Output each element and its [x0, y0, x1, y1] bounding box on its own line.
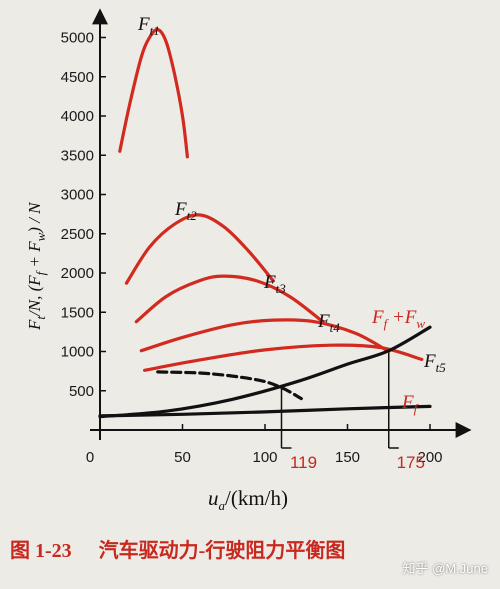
chart-plot: 500100015002000250030003500400045005000 … [25, 8, 472, 513]
label-ff: Ff [401, 392, 420, 416]
y-tick-group: 500 1000 1500 2000 2500 3000 3500 4000 4500 5000 [61, 30, 106, 400]
label-ff-fw: Ff +Fw [371, 307, 425, 331]
marked-speed-labels: 119 175 [290, 453, 425, 472]
caption-title: 汽车驱动力-行驶阻力平衡图 [98, 540, 346, 562]
x-axis-title: ua/(km/h) [208, 486, 288, 513]
label-ft1: Ft1 [137, 14, 160, 38]
label-ft5: Ft5 [423, 351, 446, 375]
marked-speed-label: 175 [397, 453, 425, 472]
x-tick-label: 0 [86, 449, 94, 466]
label-ft3: Ft3 [263, 272, 286, 296]
watermark: 知乎 @M.June [402, 561, 488, 576]
x-tick-label: 50 [174, 449, 191, 466]
series-line-dashed [156, 370, 303, 401]
caption-number: 图 1-23 [10, 540, 72, 562]
series-line-f-t5 [143, 343, 424, 372]
y-tick-label: 1000 [61, 344, 94, 361]
marked-speed-label: 119 [290, 453, 317, 472]
y-tick-label: 1500 [61, 304, 94, 321]
x-tick-label: 100 [252, 449, 277, 466]
y-tick-label: 5000 [61, 30, 94, 47]
y-tick-label: 2000 [61, 265, 94, 282]
y-tick-label: 3000 [61, 187, 94, 204]
y-tick-label: 4500 [61, 69, 94, 86]
guide-lines [280, 351, 399, 449]
y-axis-title: Ft/N, (Ff + Fw) / N [25, 201, 48, 331]
axes [90, 8, 472, 440]
x-tick-label: 200 [417, 449, 442, 466]
series-line-f-f [98, 404, 432, 418]
y-tick-label: 500 [69, 383, 94, 400]
label-ft2: Ft2 [174, 199, 197, 223]
series-line-f-t2 [124, 213, 275, 285]
x-tick-group: 0 50 100 150 200 [86, 424, 443, 466]
series-layer [98, 27, 432, 419]
figure-caption: 图 1-23 汽车驱动力-行驶阻力平衡图 [10, 534, 345, 563]
series-line-f-t3 [134, 274, 325, 324]
x-tick-label: 150 [335, 449, 360, 466]
curve-labels: Ft1 Ft2 Ft3 Ft4 Ft5 Ff +Fw Ff Ft/N, (Ff … [25, 14, 446, 513]
series-line-f-t4 [139, 318, 391, 354]
y-tick-label: 4000 [61, 108, 94, 125]
y-tick-label: 3500 [61, 147, 94, 164]
series-line-f-f-f-w [98, 325, 432, 419]
y-tick-label: 2500 [61, 226, 94, 243]
series-line-f-t1 [118, 27, 189, 159]
label-ft4: Ft4 [317, 311, 340, 335]
